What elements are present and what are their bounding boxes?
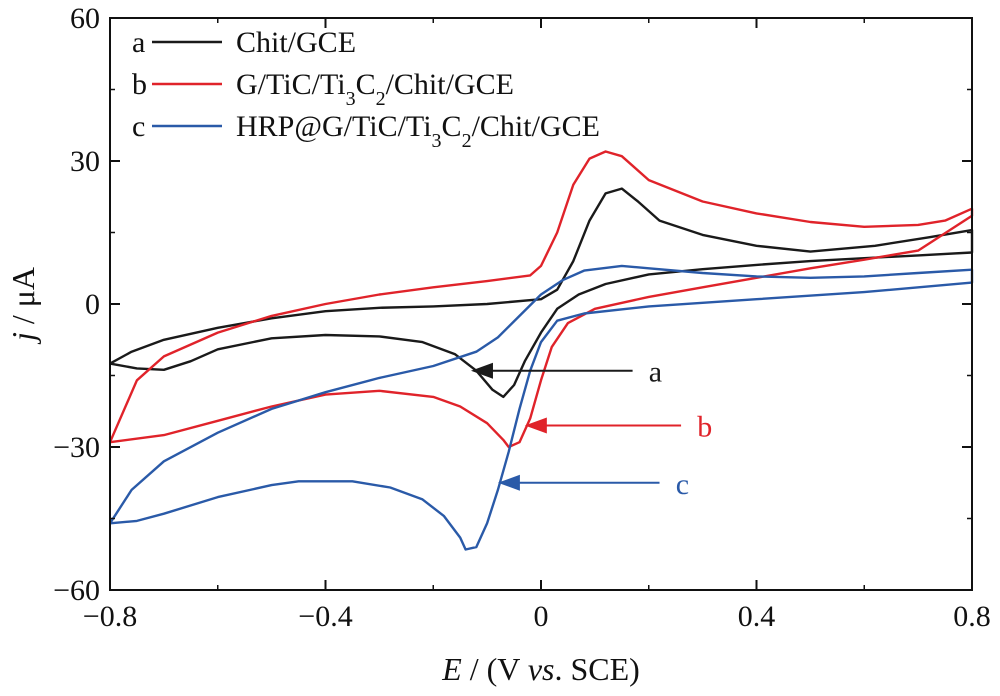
x-axis-var: E <box>441 651 462 687</box>
x-tick-label: −0.8 <box>83 600 137 633</box>
annotation-arrow-head <box>524 417 547 434</box>
y-tick-label: −30 <box>53 431 100 464</box>
y-tick-label: 30 <box>70 145 100 178</box>
x-axis-reference: . SCE) <box>554 651 639 687</box>
series-line-c <box>108 264 974 551</box>
arrow-annotations: a bc <box>470 356 712 501</box>
y-axis-label: j / μA <box>5 267 41 345</box>
legend-label: HRP@G/TiC/Ti3C2/Chit/GCE <box>236 110 600 152</box>
legend-key: b <box>132 68 147 101</box>
y-tick-label: 0 <box>85 288 100 321</box>
x-tick-label: 0.4 <box>738 600 776 633</box>
series-line-a <box>109 187 974 399</box>
legend-label: G/TiC/Ti3C2/Chit/GCE <box>236 68 514 110</box>
legend-key: c <box>132 110 145 143</box>
x-tick-label: 0.8 <box>953 600 991 633</box>
x-axis-unit: / (V <box>462 651 528 687</box>
legend: a Chit/GCE b G/TiC/Ti3C2/Chit/GCE c HRP@G/TiC… <box>132 26 600 152</box>
y-axis-unit: / μA <box>5 267 41 332</box>
legend-key: a <box>132 26 145 59</box>
annotation-label: b <box>697 411 712 444</box>
legend-label: Chit/GCE <box>236 26 356 59</box>
x-axis-vs: vs <box>528 651 555 687</box>
annotation-arrow-head <box>470 362 493 379</box>
x-axis-label: E / (V vs. SCE) <box>441 651 640 687</box>
annotation-arrow-head <box>497 474 520 491</box>
y-axis-ticks: −60 −30 0 30 60 <box>53 2 972 607</box>
annotation-label: c <box>676 468 689 501</box>
x-axis-ticks: −0.8 −0.4 0 0.4 0.8 <box>83 18 991 633</box>
annotation-label: a <box>649 356 662 389</box>
plot-frame <box>109 17 973 591</box>
series-curves <box>108 150 974 551</box>
y-axis-var: j <box>5 332 41 345</box>
x-tick-label: 0 <box>534 600 549 633</box>
y-tick-label: 60 <box>70 2 100 35</box>
x-tick-label: −0.4 <box>298 600 352 633</box>
y-tick-label: −60 <box>53 574 100 607</box>
